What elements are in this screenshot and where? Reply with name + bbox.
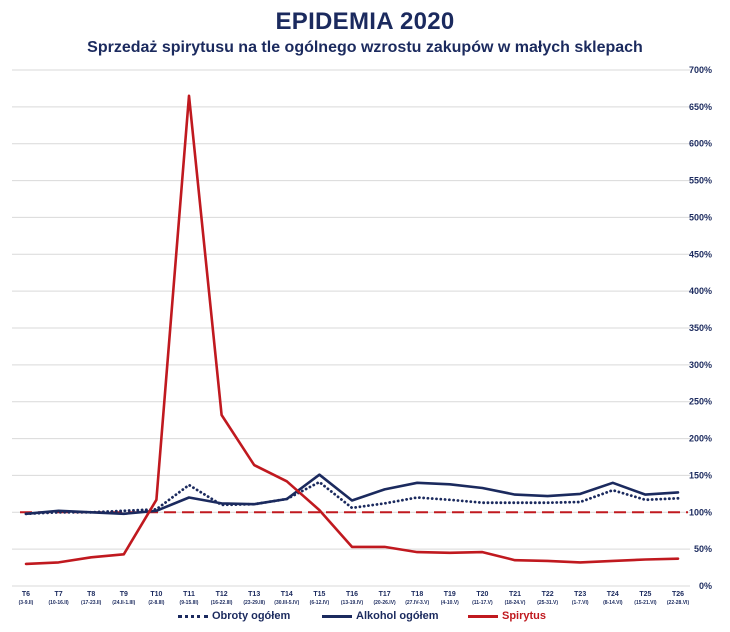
x-tick-label: T17	[379, 591, 391, 598]
series-line-obroty	[24, 480, 680, 516]
x-tick-label: T21	[509, 591, 521, 598]
y-tick-label: 100%	[689, 507, 712, 517]
x-tick-range-label: (17-23.II)	[81, 600, 102, 606]
x-tick-label: T25	[639, 591, 651, 598]
y-tick-label: 400%	[689, 286, 712, 296]
x-tick-range-label: (1-7.VI)	[572, 600, 589, 606]
x-tick-range-label: (18-24.V)	[505, 600, 526, 606]
x-tick-label: T24	[607, 591, 619, 598]
legend-swatch-obroty	[178, 614, 208, 618]
x-tick-range-label: (24.II-1.III)	[112, 600, 135, 606]
y-tick-label: 350%	[689, 323, 712, 333]
x-tick-range-label: (30.III-5.IV)	[274, 600, 299, 606]
legend-label-alkohol: Alkohol ogółem	[356, 610, 439, 622]
series-line-spirytus	[24, 94, 680, 566]
legend-item-spirytus: Spirytus	[468, 610, 546, 622]
series-lines	[24, 94, 680, 566]
x-tick-range-label: (13-19.IV)	[341, 600, 364, 606]
x-tick-label: T8	[87, 591, 95, 598]
legend-swatch-alkohol	[322, 614, 352, 618]
legend-label-obroty: Obroty ogółem	[212, 610, 291, 622]
x-tick-label: T23	[574, 591, 586, 598]
x-tick-range-label: (27.IV-3.V)	[405, 600, 429, 606]
gridlines	[12, 69, 690, 587]
legend-item-obroty: Obroty ogółem	[178, 610, 290, 622]
x-tick-label: T18	[411, 591, 423, 598]
x-tick-range-label: (9-15.III)	[180, 600, 199, 606]
x-tick-label: T10	[150, 591, 162, 598]
x-tick-label: T16	[346, 591, 358, 598]
x-axis-ticks: T6 (3-9.II) T7 (10-16.II) T8 (17-23.II) T9 (24.…	[19, 591, 690, 606]
y-tick-label: 450%	[689, 249, 712, 259]
x-tick-label: T12	[216, 591, 228, 598]
x-tick-label: T20	[476, 591, 488, 598]
x-tick-range-label: (23-29.III)	[243, 600, 265, 606]
x-tick-range-label: (3-9.II)	[19, 600, 34, 606]
x-tick-range-label: (10-16.II)	[48, 600, 69, 606]
chart-subtitle: Sprzedaż spirytusu na tle ogólnego wzros…	[87, 39, 643, 56]
series-line-alkohol	[24, 473, 680, 516]
x-tick-range-label: (11-17.V)	[472, 600, 493, 606]
y-tick-label: 200%	[689, 434, 712, 444]
x-tick-label: T9	[120, 591, 128, 598]
x-tick-range-label: (4-10.V)	[441, 600, 459, 606]
y-tick-label: 550%	[689, 176, 712, 186]
y-tick-label: 700%	[689, 65, 712, 75]
y-tick-label: 600%	[689, 139, 712, 149]
y-axis-ticks: 0% 50% 100% 150% 200% 250% 300% 350% 400% 450% 500…	[689, 65, 712, 591]
x-tick-label: T26	[672, 591, 684, 598]
legend-swatch-spirytus	[468, 614, 498, 618]
x-tick-label: T19	[444, 591, 456, 598]
x-tick-range-label: (22-28.VI)	[667, 600, 690, 606]
x-tick-range-label: (25-31.V)	[537, 600, 558, 606]
chart-title: EPIDEMIA 2020	[275, 8, 455, 35]
x-tick-range-label: (2-8.III)	[148, 600, 164, 606]
legend-item-alkohol: Alkohol ogółem	[322, 610, 439, 622]
x-tick-label: T13	[248, 591, 260, 598]
x-tick-range-label: (20-26.IV)	[373, 600, 396, 606]
legend-label-spirytus: Spirytus	[502, 610, 547, 622]
y-tick-label: 500%	[689, 212, 712, 222]
y-tick-label: 150%	[689, 470, 712, 480]
y-tick-label: 650%	[689, 102, 712, 112]
x-tick-label: T11	[183, 591, 195, 598]
x-tick-label: T22	[542, 591, 554, 598]
y-tick-label: 300%	[689, 360, 712, 370]
y-tick-label: 50%	[694, 544, 712, 554]
y-tick-label: 0%	[699, 581, 712, 591]
x-tick-range-label: (16-22.III)	[211, 600, 233, 606]
x-tick-range-label: (15-21.VI)	[634, 600, 657, 606]
x-tick-label: T15	[313, 591, 325, 598]
x-tick-label: T14	[281, 591, 293, 598]
x-tick-range-label: (6-12.IV)	[310, 600, 330, 606]
legend: Obroty ogółem Alkohol ogółem Spirytus	[0, 610, 730, 628]
x-tick-label: T6	[22, 591, 30, 598]
x-tick-label: T7	[55, 591, 63, 598]
y-tick-label: 250%	[689, 397, 712, 407]
x-tick-range-label: (8-14.VI)	[603, 600, 623, 606]
